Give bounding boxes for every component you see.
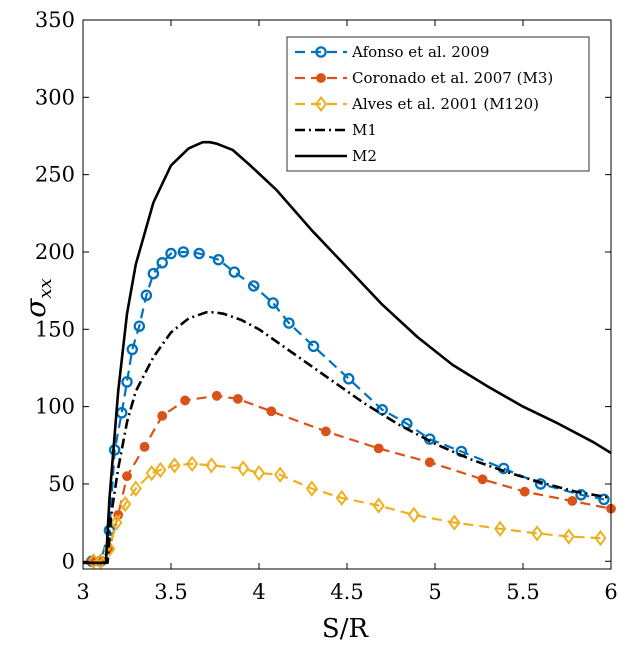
data-point [237, 460, 250, 477]
data-point [273, 466, 287, 483]
data-point [122, 471, 132, 482]
legend-box [286, 36, 590, 172]
data-point [372, 497, 385, 514]
data-point [283, 317, 295, 329]
data-point [185, 455, 199, 473]
data-point [119, 495, 132, 513]
data-point [530, 525, 544, 542]
legend-label-3: M1 [352, 121, 377, 139]
data-point [307, 340, 320, 353]
y-tick-label: 50 [48, 472, 75, 496]
series-2 [87, 455, 607, 570]
legend-entry-2: Alves et al. 2001 (M120) [295, 95, 539, 113]
y-axis-label: σxx [19, 278, 56, 317]
legend-entry-0: Afonso et al. 2009 [295, 43, 489, 61]
x-tick-label: 3 [76, 580, 89, 604]
data-point [211, 390, 222, 401]
data-point [110, 514, 123, 531]
data-point [252, 464, 266, 482]
y-tick-label: 100 [35, 395, 75, 419]
data-point [335, 489, 348, 507]
legend: Afonso et al. 2009 Coronado et al. 2007 (… [286, 36, 590, 172]
series-layer [83, 140, 616, 570]
data-point [424, 457, 435, 468]
data-point [567, 496, 578, 506]
legend-entry-1: Coronado et al. 2007 (M3) [295, 69, 553, 87]
data-point [266, 406, 277, 417]
y-tick-label: 150 [35, 317, 75, 341]
data-point [94, 553, 107, 570]
data-point [493, 520, 507, 537]
data-point [448, 514, 461, 531]
legend-label-1: Coronado et al. 2007 (M3) [352, 69, 553, 87]
data-point [562, 528, 575, 545]
data-point [320, 426, 331, 437]
data-point [139, 441, 150, 452]
data-point [407, 506, 421, 524]
data-point [594, 529, 607, 547]
data-point [212, 253, 225, 266]
series-3 [83, 310, 612, 565]
y-tick-label: 200 [35, 240, 75, 264]
x-tick-label: 5.5 [506, 580, 539, 604]
legend-label-4: M2 [352, 147, 377, 165]
legend-entry-3: M1 [295, 121, 377, 139]
data-point [121, 376, 133, 388]
data-point [232, 393, 243, 404]
data-point [519, 486, 530, 497]
y-tick-label: 0 [62, 549, 75, 573]
data-point [129, 480, 142, 497]
data-point [157, 410, 168, 421]
data-point [477, 474, 488, 485]
data-point [598, 493, 610, 506]
data-point [154, 461, 167, 479]
series-line-2 [93, 462, 601, 563]
y-axis-label-sub: xx [35, 278, 56, 298]
data-point [156, 257, 168, 269]
legend-label-2: Alves et al. 2001 (M120) [351, 95, 539, 113]
data-point [205, 457, 218, 474]
legend-marker-0 [315, 46, 327, 58]
series-line-3 [83, 310, 612, 565]
data-point [534, 478, 547, 490]
x-axis-label: S/R [322, 614, 370, 644]
data-point [193, 247, 205, 260]
data-point [126, 343, 139, 356]
data-point [305, 480, 318, 497]
y-tick-label: 350 [35, 8, 75, 32]
data-point [180, 395, 190, 406]
x-tick-label: 3.5 [154, 580, 187, 604]
y-axis-label-base: σ [19, 298, 52, 318]
data-point [575, 489, 587, 501]
series-line-0 [91, 250, 605, 563]
data-point [145, 464, 158, 482]
x-tick-label: 4.5 [330, 580, 363, 604]
data-point [168, 457, 181, 474]
data-point [147, 267, 160, 280]
x-tick-label: 4 [252, 580, 265, 604]
data-point [165, 247, 177, 260]
legend-label-0: Afonso et al. 2009 [351, 43, 489, 61]
x-tick-label: 5 [428, 580, 441, 604]
data-point [228, 266, 241, 278]
series-line-4 [83, 140, 612, 565]
data-point [343, 373, 355, 385]
data-point [133, 320, 146, 332]
legend-entries: Afonso et al. 2009 Coronado et al. 2007 (… [295, 43, 553, 165]
x-tick-label: 6 [604, 580, 617, 604]
legend-entry-4: M2 [295, 147, 377, 165]
series-4 [83, 140, 612, 565]
y-tick-label: 300 [35, 85, 75, 109]
data-point [373, 443, 384, 454]
tick-labels: 3 3.5 4 4.5 5 5.5 6 0 50 100 150 200 250 300 350 [35, 8, 618, 604]
axes [82, 19, 612, 570]
data-point [247, 280, 260, 292]
data-point [140, 289, 153, 302]
y-tick-label: 250 [35, 163, 75, 187]
data-point [177, 246, 190, 258]
legend-marker-2 [314, 95, 328, 113]
legend-marker-1 [316, 73, 326, 83]
data-point [267, 297, 279, 309]
